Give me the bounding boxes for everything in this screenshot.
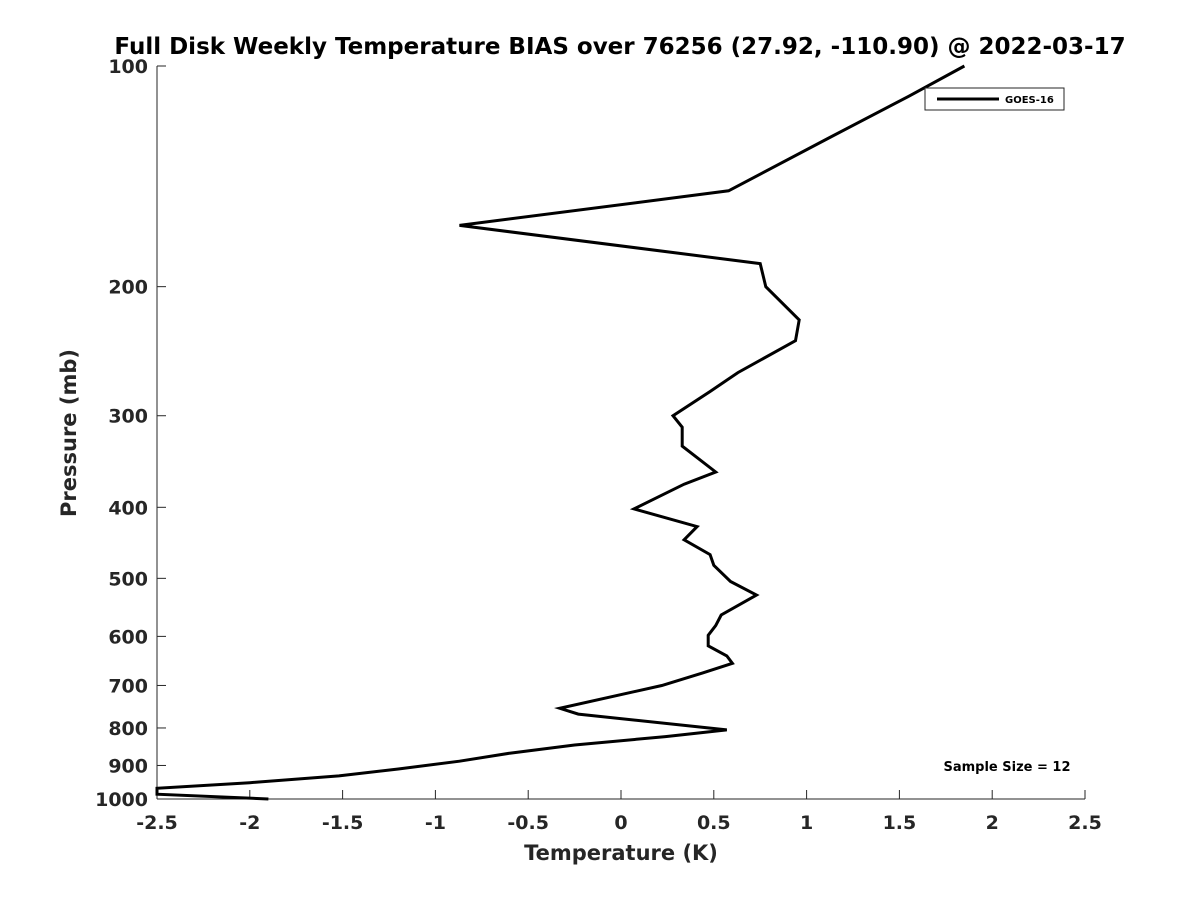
legend-label-goes-16: GOES-16 [1005, 95, 1054, 106]
y-tick-label: 400 [108, 497, 148, 519]
x-tick-label: -2.5 [136, 812, 178, 834]
x-tick-label: -2 [239, 812, 260, 834]
y-axis-label: Pressure (mb) [57, 349, 81, 517]
x-tick-label: 0.5 [697, 812, 731, 834]
x-axis-ticks: -2.5 -2 -1.5 -1 -0.5 0 0.5 1 1.5 2 2.5 [136, 790, 1102, 834]
y-tick-label: 600 [108, 626, 148, 648]
series-line-goes-16 [155, 64, 966, 801]
y-tick-label: 700 [108, 675, 148, 697]
y-axis-ticks: 100 200 300 400 500 600 700 800 900 1000 [95, 56, 166, 811]
x-tick-label: -1 [425, 812, 446, 834]
sample-size-annotation: Sample Size = 12 [943, 760, 1070, 775]
chart-title: Full Disk Weekly Temperature BIAS over 7… [114, 34, 1125, 60]
y-tick-label: 300 [108, 406, 148, 428]
y-tick-label: 100 [108, 56, 148, 78]
x-tick-label: -1.5 [322, 812, 364, 834]
y-tick-label: 900 [108, 755, 148, 777]
y-tick-label: 1000 [95, 789, 148, 811]
y-tick-label: 800 [108, 718, 148, 740]
x-tick-label: 1.5 [883, 812, 917, 834]
x-tick-label: 2.5 [1068, 812, 1102, 834]
x-tick-label: 0 [614, 812, 627, 834]
y-tick-label: 200 [108, 277, 148, 299]
x-axis-label: Temperature (K) [524, 841, 718, 865]
x-tick-label: 2 [986, 812, 999, 834]
plot-area: -2.5 -2 -1.5 -1 -0.5 0 0.5 1 1.5 2 2.5 100 200 300 40… [95, 56, 1102, 834]
x-tick-label: -0.5 [507, 812, 549, 834]
y-tick-label: 500 [108, 568, 148, 590]
legend: GOES-16 [924, 87, 1065, 111]
x-tick-label: 1 [800, 812, 813, 834]
series-layer [155, 64, 966, 801]
